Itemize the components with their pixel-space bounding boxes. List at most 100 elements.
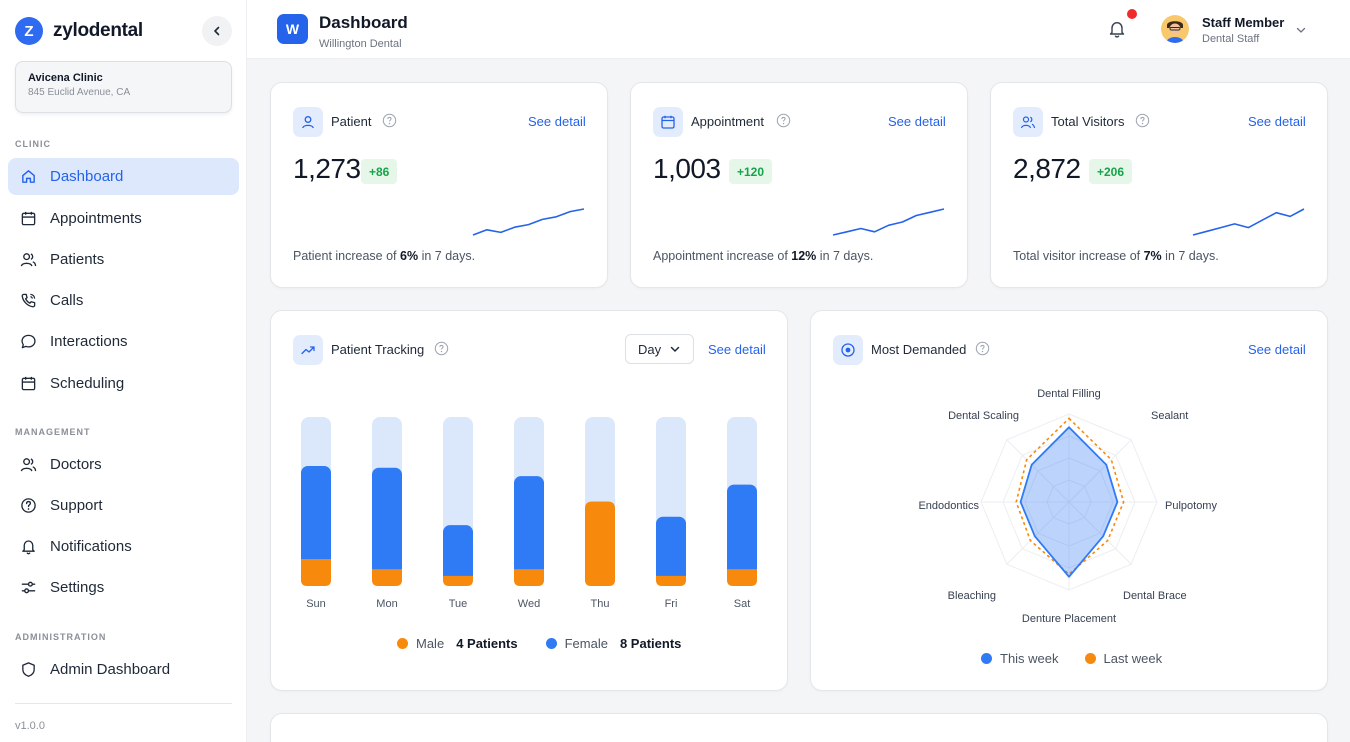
app-version: v1.0.0 — [15, 720, 45, 732]
sidebar-item-notifications[interactable]: Notifications — [8, 528, 239, 565]
home-icon — [22, 170, 35, 183]
radar-axis-label: Bleaching — [947, 590, 996, 602]
user-name[interactable]: Staff Member — [1202, 15, 1285, 30]
sparkline — [1192, 208, 1305, 236]
bar-female[interactable] — [372, 467, 402, 578]
see-detail-link[interactable]: See detail — [528, 114, 586, 129]
bar-female[interactable] — [514, 476, 544, 578]
chat-icon — [21, 334, 36, 349]
bar-x-label: Tue — [448, 598, 468, 610]
note-percent: 7% — [1143, 249, 1162, 263]
bottom-card — [270, 713, 1328, 742]
user-icon — [302, 116, 314, 129]
sidebar-item-calls[interactable]: Calls — [8, 282, 239, 319]
avatar[interactable] — [1161, 15, 1189, 43]
card-icon-box — [833, 335, 863, 365]
bar-male[interactable] — [585, 501, 615, 587]
see-detail-link[interactable]: See detail — [1248, 114, 1306, 129]
help-icon[interactable] — [434, 341, 449, 356]
range-select-value: Day — [638, 341, 662, 357]
help-icon[interactable] — [776, 113, 791, 128]
sidebar-item-admin-dashboard[interactable]: Admin Dashboard — [8, 651, 239, 688]
help-icon[interactable] — [1135, 113, 1150, 128]
radar-axis-label: Denture Placement — [1021, 613, 1117, 625]
workspace-logo: W — [277, 14, 308, 44]
see-detail-link[interactable]: See detail — [708, 342, 766, 357]
stat-delta-badge: +120 — [729, 159, 773, 184]
bell-icon — [22, 540, 35, 555]
page-subtitle: Willington Dental — [319, 38, 402, 50]
brand[interactable]: Z zylodental — [15, 17, 143, 45]
patient-tracking-card: Patient Tracking Day See detail Sun Mon Tu… — [270, 310, 788, 691]
target-icon — [841, 343, 855, 357]
chart-legend: Male 4 Patients Female 8 Patients — [397, 636, 681, 651]
notification-bell-icon[interactable] — [1107, 19, 1127, 39]
radar-legend: This week Last week — [981, 651, 1162, 666]
sidebar-item-scheduling[interactable]: Scheduling — [8, 365, 239, 402]
sidebar-item-appointments[interactable]: Appointments — [8, 200, 239, 237]
stat-card-patient: Patient See detail 1,273 +86 Patient inc… — [270, 82, 608, 288]
see-detail-link[interactable]: See detail — [888, 114, 946, 129]
sidebar-item-settings[interactable]: Settings — [8, 569, 239, 606]
legend-male-value: 4 Patients — [456, 636, 518, 651]
legend-this-week: This week — [1000, 651, 1059, 666]
legend-last-week: Last week — [1103, 651, 1163, 666]
radar-axis — [1006, 501, 1070, 565]
legend-male-label: Male — [416, 636, 445, 651]
card-icon-box — [293, 107, 323, 137]
sidebar-item-dashboard[interactable]: Dashboard — [8, 158, 239, 195]
see-detail-link[interactable]: See detail — [1248, 342, 1306, 357]
chevron-down-icon — [670, 346, 680, 353]
sidebar-item-interactions[interactable]: Interactions — [8, 323, 239, 360]
clinic-switcher[interactable]: Avicena Clinic 845 Euclid Avenue, CA — [15, 61, 232, 113]
clinic-address: 845 Euclid Avenue, CA — [28, 87, 131, 98]
bar-male[interactable] — [514, 569, 544, 586]
sidebar-item-patients[interactable]: Patients — [8, 241, 239, 278]
help-icon[interactable] — [975, 341, 990, 356]
sidebar-item-label: Settings — [50, 579, 105, 596]
bar-female[interactable] — [727, 484, 757, 578]
most-demanded-card: Most Demanded See detail Dental Filling S… — [810, 310, 1328, 691]
sidebar-item-label: Dashboard — [50, 168, 124, 185]
legend-this-week-dot — [981, 653, 992, 664]
sidebar-item-label: Interactions — [50, 333, 128, 350]
users-icon — [20, 253, 37, 267]
range-select[interactable]: Day — [625, 334, 694, 364]
chevron-down-icon[interactable] — [1295, 24, 1307, 36]
users-icon — [1020, 116, 1036, 129]
legend-male-dot — [397, 638, 408, 649]
help-icon[interactable] — [382, 113, 397, 128]
help-icon — [21, 498, 36, 513]
stat-value: 1,273 — [293, 153, 361, 184]
bar-male[interactable] — [301, 558, 331, 586]
phone-icon — [21, 293, 36, 308]
divider — [15, 703, 232, 704]
bar-male[interactable] — [372, 569, 402, 586]
sidebar-item-support[interactable]: Support — [8, 487, 239, 524]
stat-card-appointment: Appointment See detail 1,003 +120 Appoin… — [630, 82, 968, 288]
bar-male[interactable] — [656, 575, 686, 586]
card-title: Appointment — [691, 114, 764, 129]
note-suffix: in 7 days. — [418, 249, 476, 263]
bar-male[interactable] — [727, 569, 757, 586]
legend-female-dot — [545, 638, 557, 649]
radar-axis — [1068, 501, 1132, 565]
calendar-icon — [21, 376, 36, 391]
bar-female[interactable] — [443, 525, 473, 584]
sidebar-item-label: Support — [50, 497, 103, 514]
bar-female[interactable] — [301, 466, 331, 567]
stat-value: 2,872 — [1013, 153, 1081, 184]
sidebar-item-doctors[interactable]: Doctors — [8, 446, 239, 483]
bar-male[interactable] — [443, 575, 473, 586]
bar-female[interactable] — [656, 516, 686, 584]
avatar-image — [1161, 15, 1189, 43]
radar-axis-label: Pulpotomy — [1165, 500, 1217, 512]
note-prefix: Appointment increase of — [653, 249, 792, 263]
sidebar-item-label: Admin Dashboard — [50, 661, 171, 678]
chevron-left-icon — [214, 26, 220, 36]
collapse-sidebar-button[interactable] — [202, 16, 232, 46]
clinic-name: Avicena Clinic — [28, 72, 103, 84]
user-role: Dental Staff — [1202, 33, 1260, 45]
stat-delta-badge: +206 — [1089, 159, 1133, 184]
radar-axis — [1006, 439, 1070, 503]
